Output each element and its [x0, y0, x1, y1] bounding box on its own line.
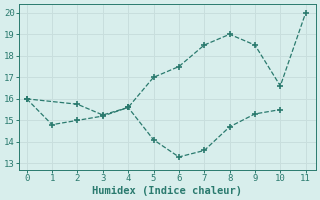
- X-axis label: Humidex (Indice chaleur): Humidex (Indice chaleur): [92, 186, 243, 196]
